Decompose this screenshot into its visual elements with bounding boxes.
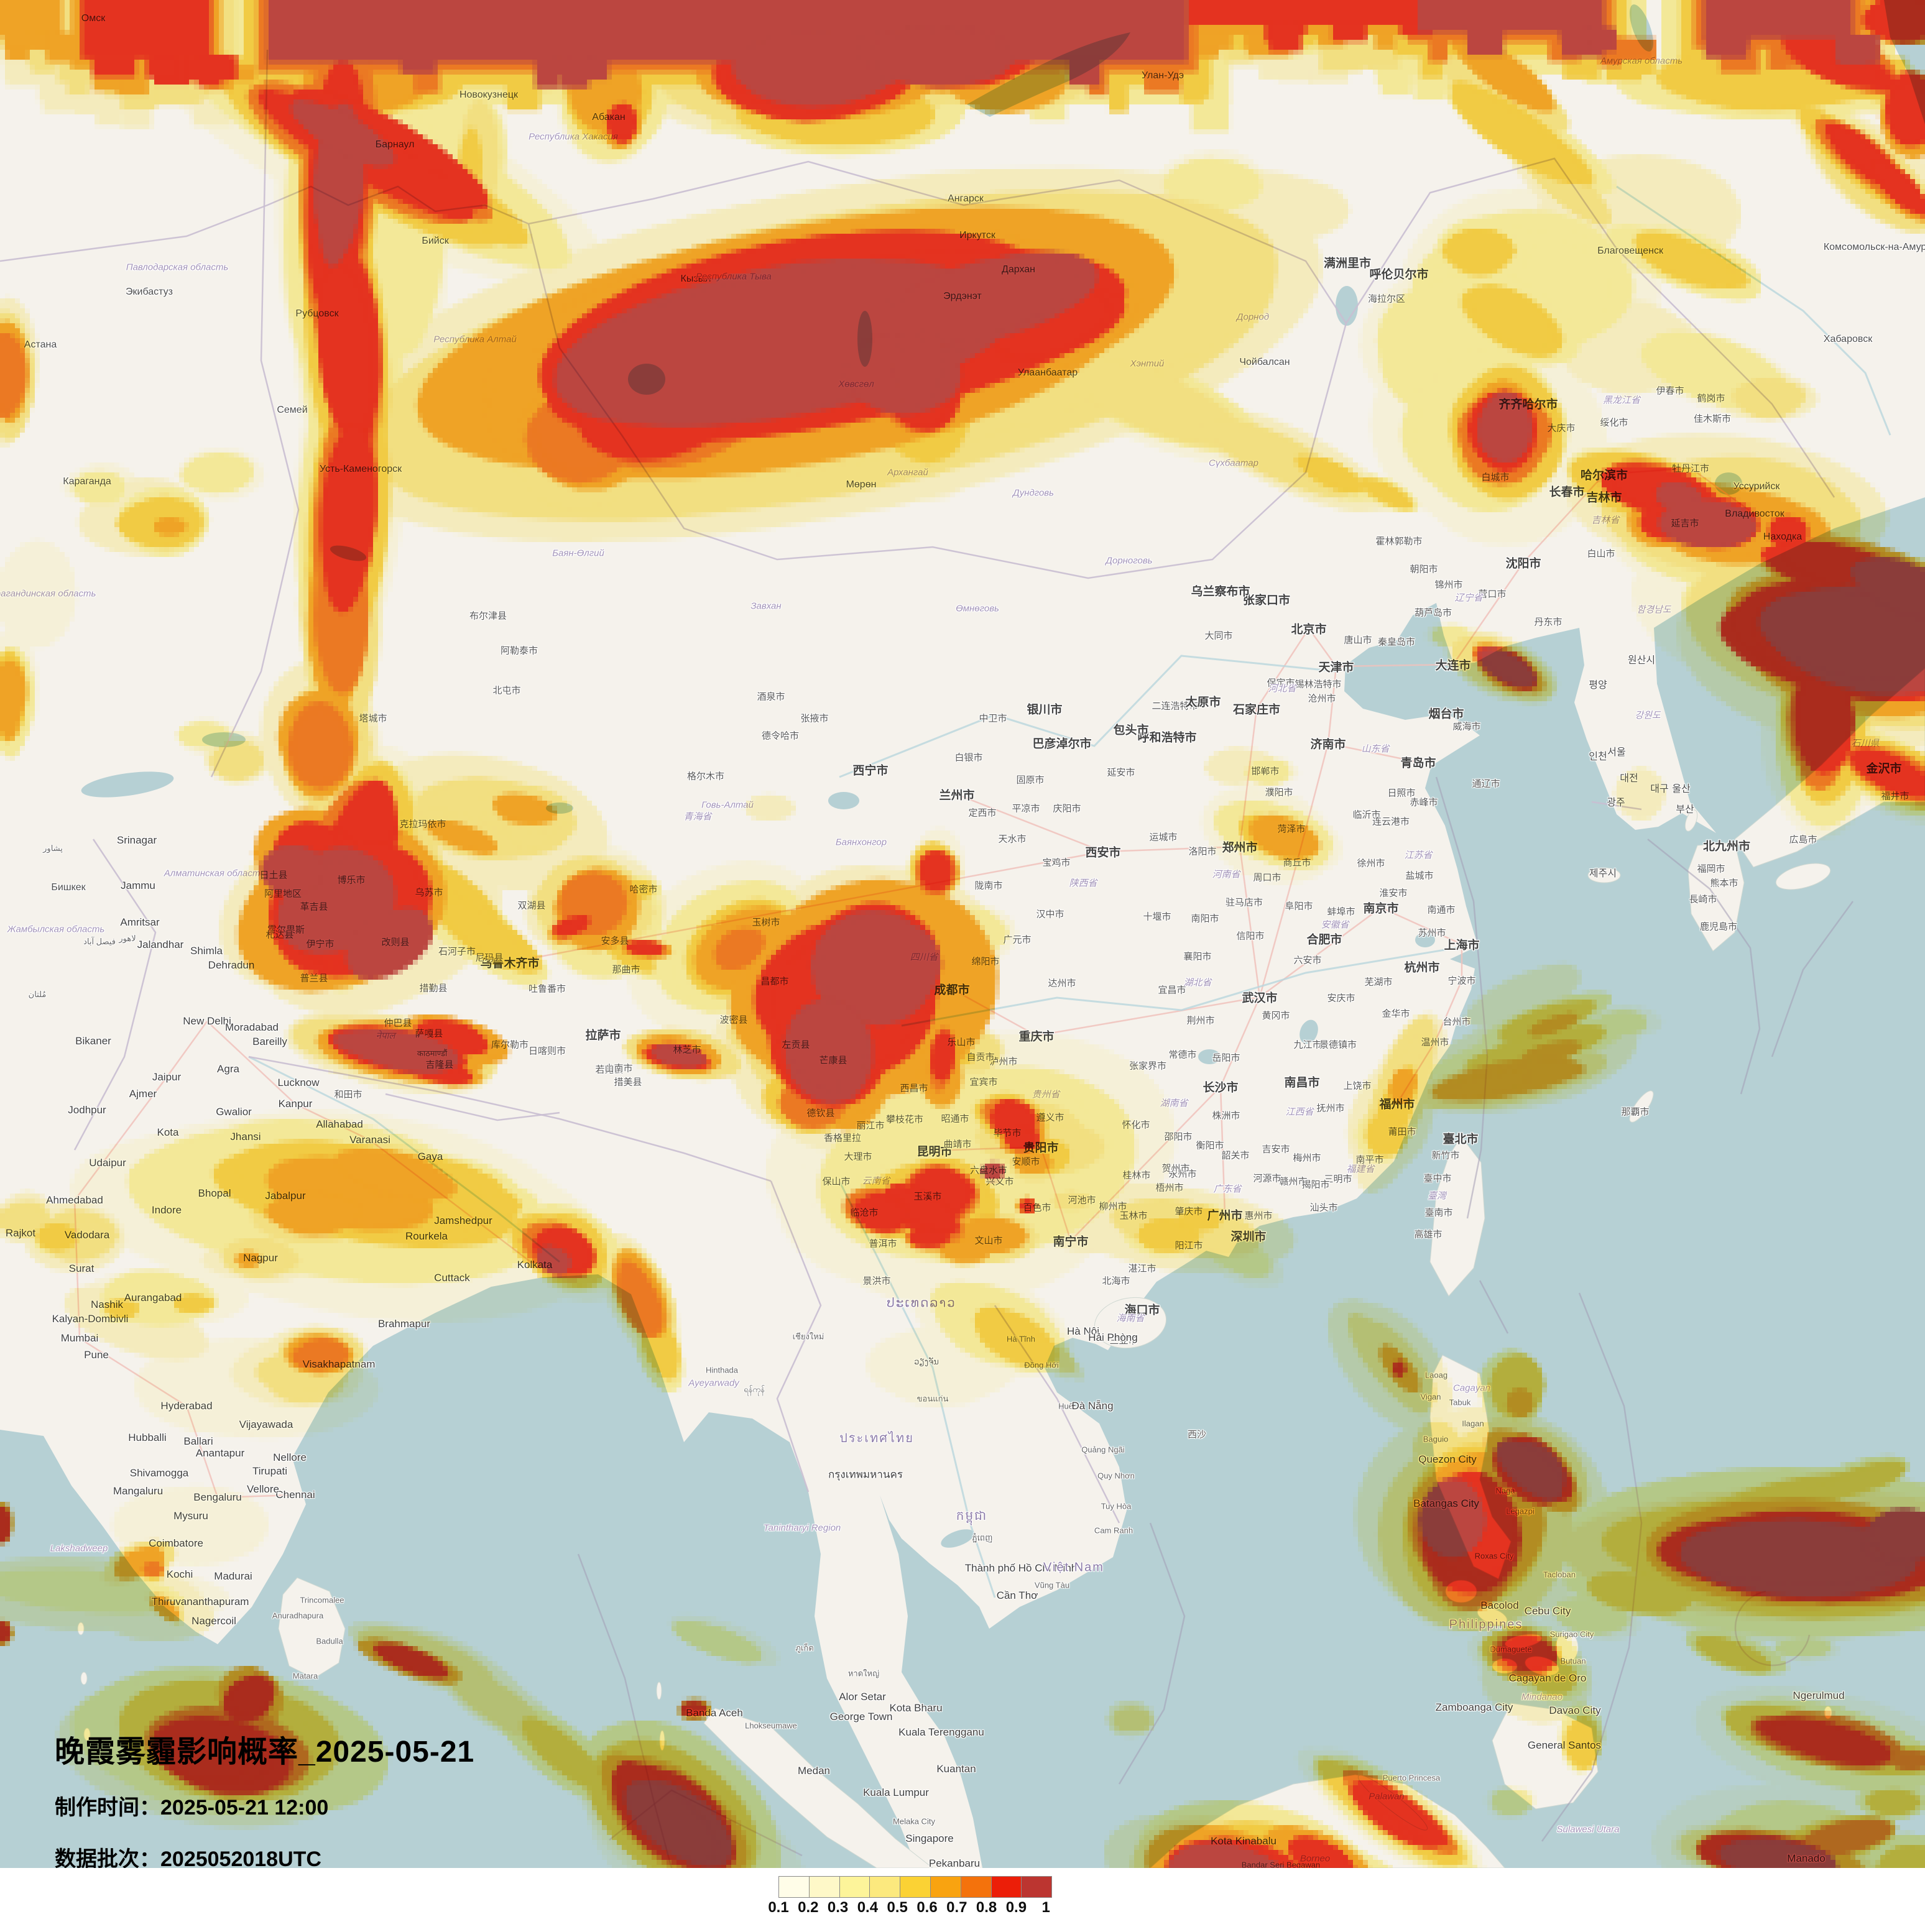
legend-label: 0.2 xyxy=(798,1899,819,1916)
haze-probability-heat-layer xyxy=(0,0,1925,1868)
map-canvas-area: ОмскНовокузнецкБарнаулБийскАбаканКызылИр… xyxy=(0,0,1925,1868)
legend-color-cell-4 xyxy=(869,1876,900,1898)
production-time: 制作时间：2025-05-21 12:00 xyxy=(55,1796,329,1819)
legend-label: 0.1 xyxy=(768,1899,789,1916)
map-title: 晚霞雾霾影响概率_2025-05-21 xyxy=(55,1736,475,1769)
legend-color-cell-3 xyxy=(839,1876,870,1898)
legend-label: 0.3 xyxy=(827,1899,849,1916)
legend-label: 0.4 xyxy=(857,1899,879,1916)
legend-label: 0.5 xyxy=(887,1899,908,1916)
legend-color-cell-8 xyxy=(990,1876,1022,1898)
title-block: 晚霞雾霾影响概率_2025-05-21 制作时间：2025-05-21 12:0… xyxy=(55,1727,474,1868)
legend-label: 1 xyxy=(1041,1899,1050,1916)
legend-label: 0.6 xyxy=(916,1899,938,1916)
legend-color-cell-2 xyxy=(808,1876,839,1898)
legend-labels: 0.1 0.2 0.3 0.4 0.5 0.6 0.7 0.8 0.9 1 xyxy=(768,1899,1071,1924)
legend-color-cell-9 xyxy=(1021,1876,1053,1898)
data-batch: 数据批次：2025052018UTC xyxy=(55,1847,321,1868)
legend: 0.1 0.2 0.3 0.4 0.5 0.6 0.7 0.8 0.9 1 xyxy=(0,1868,1925,1932)
legend-color-cell-5 xyxy=(900,1876,930,1898)
legend-colorbar xyxy=(778,1876,1053,1898)
legend-label: 0.9 xyxy=(1005,1899,1027,1916)
legend-color-cell-6 xyxy=(930,1876,961,1898)
legend-color-cell-1 xyxy=(778,1876,809,1898)
legend-label: 0.7 xyxy=(946,1899,967,1916)
legend-label: 0.8 xyxy=(976,1899,997,1916)
legend-color-cell-7 xyxy=(960,1876,991,1898)
